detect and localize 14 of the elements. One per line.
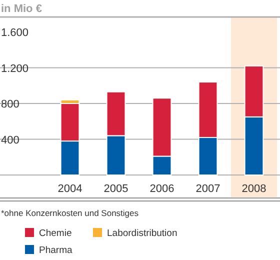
x-tick-label: 2006 — [150, 183, 174, 195]
legend-label: Pharma — [39, 245, 73, 256]
chart-title: in Mio € — [1, 3, 42, 15]
y-tick-label: 400 — [1, 134, 20, 146]
y-tick-label: 1.200 — [1, 62, 29, 75]
legend-label: Chemie — [39, 228, 72, 239]
text: *ohne Konzernkosten und Sonstiges — [1, 208, 139, 218]
legend-label: Labordistribution — [107, 228, 178, 239]
y-tick-label: 1.600 — [1, 27, 29, 39]
x-tick-label: 2005 — [104, 183, 128, 195]
y-tick-label: 800 — [1, 98, 20, 110]
x-tick-label: 2007 — [196, 183, 220, 195]
x-tick-label: 2008 — [242, 183, 266, 195]
x-tick-label: 2004 — [58, 183, 82, 195]
